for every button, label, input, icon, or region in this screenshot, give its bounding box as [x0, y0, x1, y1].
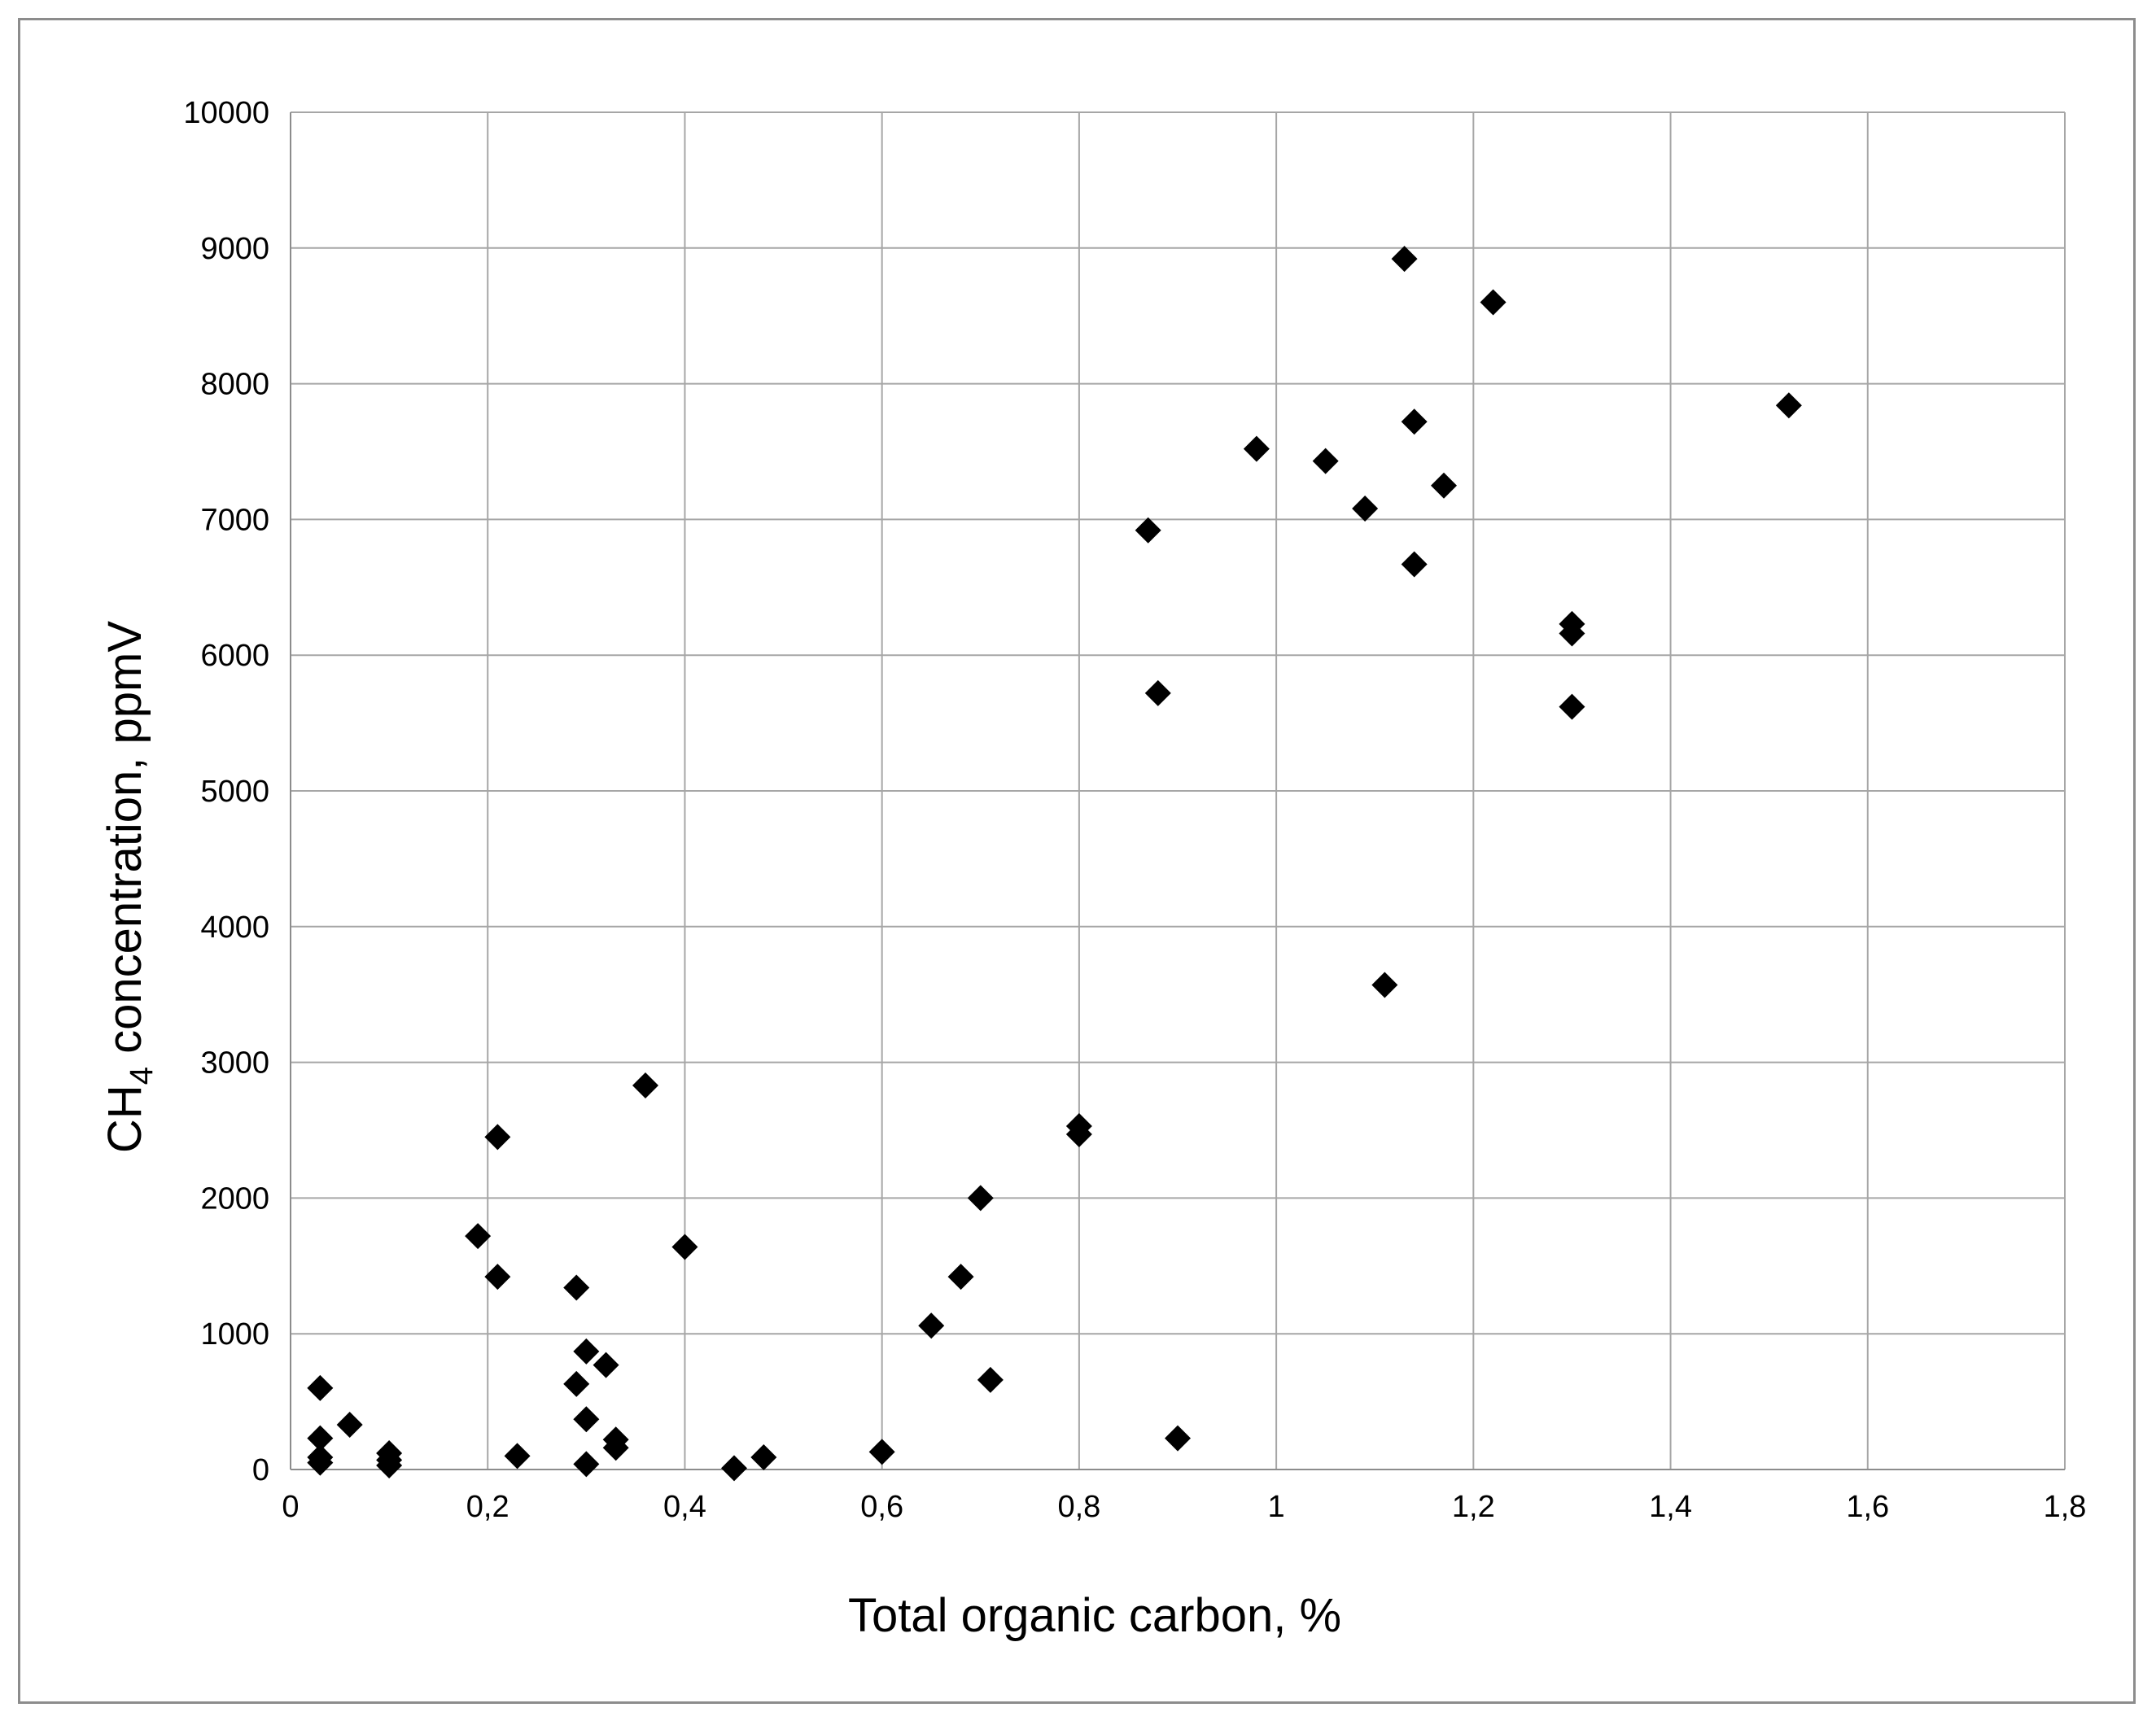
data-point	[573, 1338, 600, 1365]
data-point	[1165, 1425, 1191, 1452]
data-point	[563, 1370, 590, 1397]
x-tick-label: 0	[282, 1490, 299, 1524]
data-point	[1352, 496, 1379, 522]
x-tick-label: 1	[1268, 1490, 1285, 1524]
grid-lines	[290, 111, 2066, 1470]
data-point	[918, 1312, 945, 1339]
data-point	[1431, 472, 1457, 499]
data-point	[504, 1443, 531, 1470]
y-tick-label: 9000	[200, 232, 269, 266]
data-point	[593, 1352, 619, 1378]
data-point	[307, 1374, 334, 1401]
x-axis-title: Total organic carbon, %	[848, 1589, 1341, 1642]
x-tick-label: 0,6	[860, 1490, 903, 1524]
data-point	[632, 1072, 658, 1098]
data-point	[947, 1264, 974, 1290]
data-point	[307, 1449, 334, 1476]
y-axis-title-rest: concentration, ppmV	[98, 621, 151, 1067]
data-point	[484, 1264, 511, 1290]
y-tick-label: 3000	[200, 1046, 269, 1081]
y-axis-title-main: CH	[98, 1085, 151, 1153]
data-point	[977, 1366, 1004, 1393]
data-point	[602, 1435, 629, 1461]
x-tick-label: 0,4	[663, 1490, 706, 1524]
data-point	[671, 1234, 698, 1260]
data-point	[1371, 972, 1398, 998]
data-point	[1559, 620, 1585, 647]
data-point	[1135, 517, 1161, 544]
x-tick-label: 1,8	[2044, 1490, 2087, 1524]
data-point	[465, 1223, 492, 1250]
y-tick-label: 6000	[200, 639, 269, 673]
data-point	[967, 1185, 994, 1212]
data-point	[1559, 693, 1585, 720]
x-tick-label: 0,8	[1057, 1490, 1100, 1524]
y-axis-title-subscript: 4	[124, 1067, 160, 1085]
data-point	[484, 1124, 511, 1151]
data-point	[1401, 551, 1428, 578]
x-tick-labels: 0 0,2 0,4 0,6 0,8 1 1,2 1,4 1,6 1,8	[282, 1490, 2086, 1524]
data-point	[376, 1452, 403, 1478]
data-point	[563, 1274, 590, 1301]
y-tick-label: 10000	[183, 96, 269, 130]
data-point	[1480, 289, 1507, 316]
data-point	[1401, 408, 1428, 435]
x-tick-label: 0,2	[466, 1490, 509, 1524]
data-point	[750, 1443, 777, 1470]
y-tick-labels: 0 1000 2000 3000 4000 5000 6000 7000 8000 9000 100…	[183, 96, 269, 1487]
y-tick-label: 4000	[200, 911, 269, 945]
scatter-chart: 0 0,2 0,4 0,6 0,8 1 1,2 1,4 1,6 1,8 0 1000 2000 3000…	[98, 96, 2086, 1642]
x-tick-label: 1,4	[1649, 1490, 1692, 1524]
data-point	[868, 1439, 895, 1465]
y-tick-label: 1000	[200, 1317, 269, 1352]
y-tick-label: 8000	[200, 368, 269, 402]
data-point	[721, 1455, 747, 1482]
y-tick-label: 5000	[200, 775, 269, 809]
data-points	[307, 246, 1802, 1482]
data-point	[573, 1451, 600, 1478]
data-point	[1243, 435, 1270, 462]
data-point	[336, 1411, 363, 1438]
y-tick-label: 7000	[200, 503, 269, 537]
data-point	[1312, 448, 1339, 474]
x-tick-label: 1,2	[1452, 1490, 1495, 1524]
data-point	[1065, 1121, 1092, 1148]
data-point	[1775, 392, 1802, 419]
data-point	[1391, 246, 1418, 273]
chart-frame: 0 0,2 0,4 0,6 0,8 1 1,2 1,4 1,6 1,8 0 1000 2000 3000…	[18, 18, 2136, 1704]
y-tick-label: 2000	[200, 1181, 269, 1216]
y-axis-title: CH4 concentration, ppmV	[98, 621, 160, 1153]
data-point	[573, 1406, 600, 1433]
data-point	[307, 1425, 334, 1452]
y-tick-label: 0	[252, 1453, 269, 1487]
data-point	[1144, 679, 1171, 706]
x-tick-label: 1,6	[1846, 1490, 1889, 1524]
